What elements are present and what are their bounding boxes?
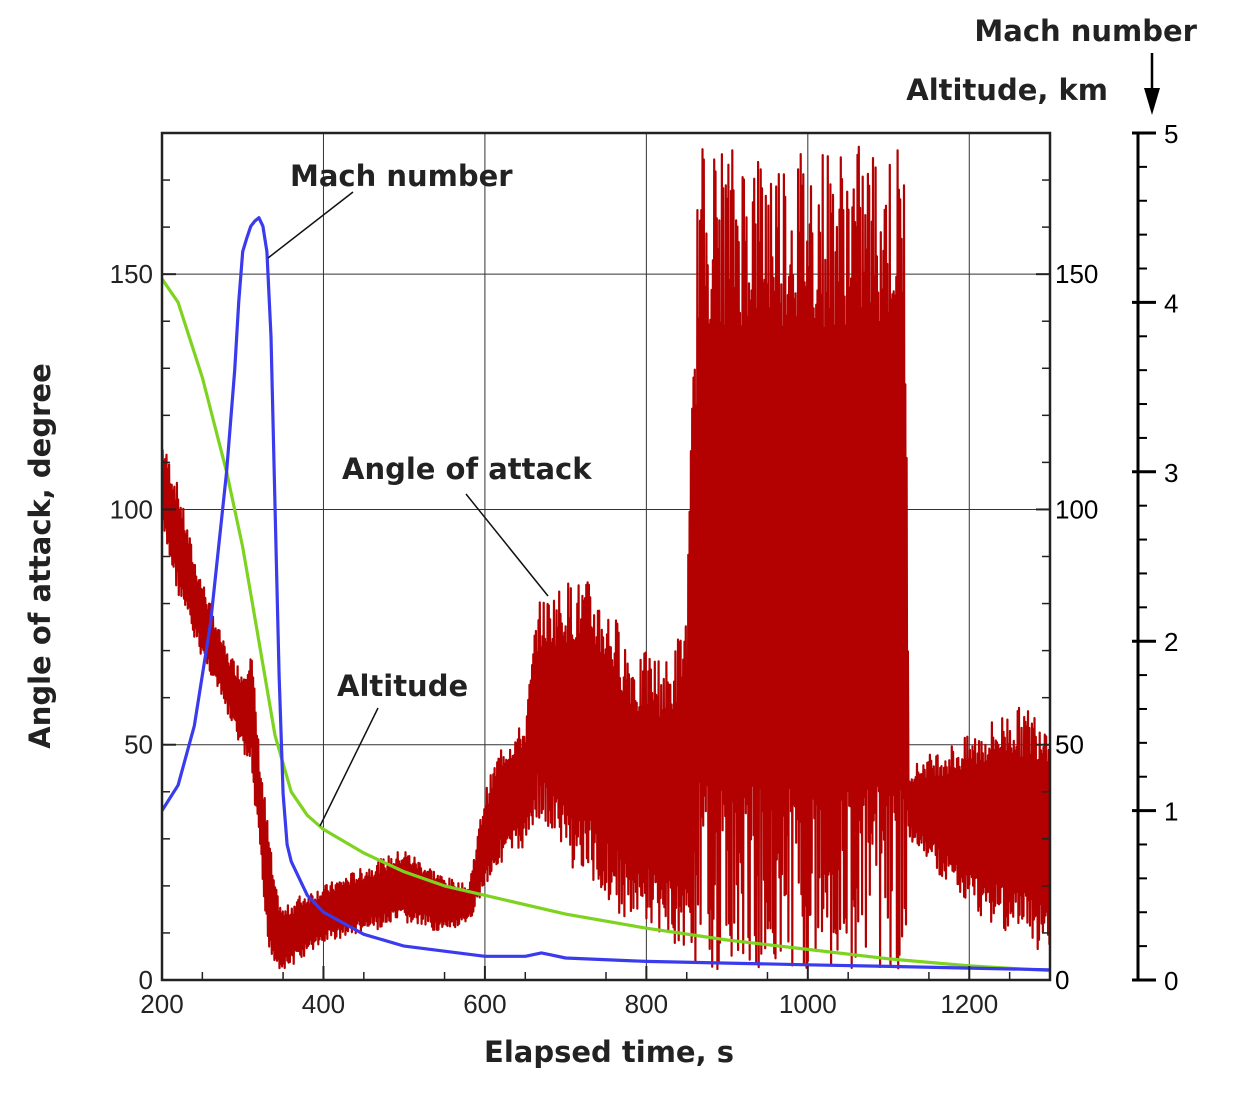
mach-leader-line — [267, 191, 354, 259]
aoa-series-line — [162, 145, 1050, 971]
ticks: 200 400 600 800 1000 1200 0 50 100 150 0 50 100 150 — [110, 179, 1098, 1019]
y3-title-arrow — [1144, 53, 1160, 115]
aoa-leader-line — [465, 493, 549, 597]
mach-tick-label: 0 — [1164, 966, 1178, 996]
mach-tick-label: 3 — [1164, 458, 1178, 488]
annotations — [267, 191, 549, 827]
y-tick-label: 150 — [110, 259, 153, 289]
x-axis-title: Elapsed time, s — [484, 1035, 734, 1069]
x-tick-label: 800 — [625, 989, 668, 1019]
altitude-leader-line — [319, 707, 379, 827]
annotation-aoa: Angle of attack — [342, 452, 592, 486]
x-tick-label: 1000 — [779, 989, 837, 1019]
mach-axis: 0 1 2 3 4 5 — [1132, 119, 1178, 996]
y2-tick-label: 100 — [1055, 494, 1098, 524]
series-layer — [162, 145, 1050, 973]
y-axis-title: Angle of attack, degree — [23, 363, 57, 748]
annotation-altitude: Altitude — [337, 669, 468, 703]
y-tick-label: 100 — [110, 494, 153, 524]
mach-tick-label: 4 — [1164, 288, 1178, 318]
x-tick-label: 600 — [463, 989, 506, 1019]
mach-tick-label: 2 — [1164, 627, 1178, 657]
mach-tick-label: 1 — [1164, 797, 1178, 827]
y-tick-label: 0 — [139, 965, 153, 995]
mach-tick-label: 5 — [1164, 119, 1178, 149]
y-tick-label: 50 — [124, 730, 153, 760]
annotation-mach: Mach number — [290, 159, 513, 193]
x-tick-label: 200 — [140, 989, 183, 1019]
x-tick-label: 400 — [302, 989, 345, 1019]
y2-tick-label: 50 — [1055, 730, 1084, 760]
x-tick-label: 1200 — [940, 989, 998, 1019]
y2-tick-label: 0 — [1055, 965, 1069, 995]
y3-axis-title: Mach number — [974, 14, 1197, 48]
altitude-series-line — [162, 277, 1050, 973]
y2-tick-label: 150 — [1055, 259, 1098, 289]
mach-series-line — [162, 216, 1050, 972]
y2-axis-title: Altitude, km — [906, 73, 1108, 107]
